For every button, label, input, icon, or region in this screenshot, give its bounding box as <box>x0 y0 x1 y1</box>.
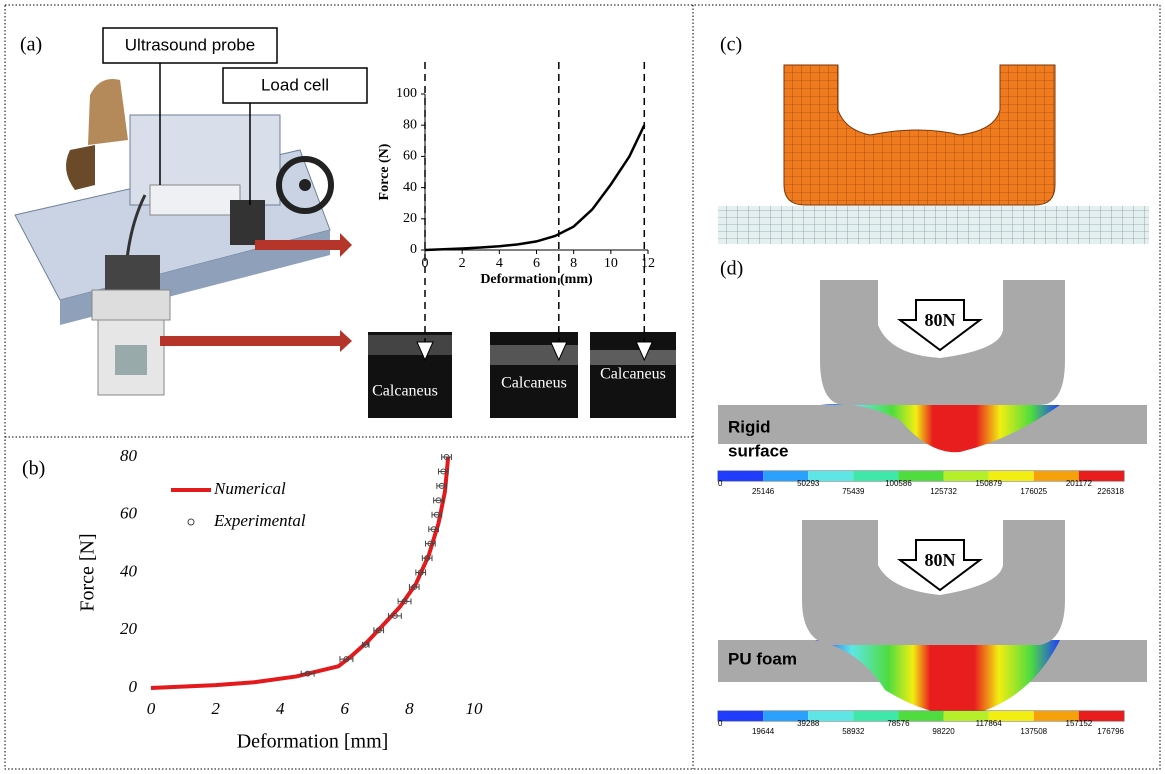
colorbar-label: 125732 <box>930 487 957 496</box>
image-label: Calcaneus <box>372 383 438 400</box>
x-tick-label: 6 <box>341 699 350 718</box>
image-label: Calcaneus <box>501 375 567 392</box>
legend-label: Numerical <box>213 479 286 498</box>
colorbar-segment <box>718 711 763 721</box>
colorbar-label: 25146 <box>752 487 775 496</box>
apparatus <box>15 79 352 395</box>
panel-label: (c) <box>720 34 742 56</box>
surface-label: surface <box>728 441 788 460</box>
x-axis-label: Deformation (mm) <box>480 272 593 287</box>
panel-label: (d) <box>720 258 743 280</box>
colorbar-label: 176025 <box>1020 487 1047 496</box>
x-tick-label: 2 <box>211 699 220 718</box>
x-tick-label: 4 <box>496 256 503 271</box>
y-axis-label: Force (N) <box>377 143 392 200</box>
panel-label: (b) <box>22 458 45 480</box>
colorbar-label: 98220 <box>932 727 955 736</box>
surface-label: PU foam <box>728 649 797 668</box>
colorbar-label: 150879 <box>975 479 1002 488</box>
colorbar-label: 226318 <box>1097 487 1124 496</box>
colorbar-label: 50293 <box>797 479 820 488</box>
legend-marker <box>188 519 194 525</box>
y-tick-label: 100 <box>396 86 417 101</box>
load-label: 80N <box>925 310 956 330</box>
surface-label: Rigid <box>728 417 771 436</box>
fe-mesh <box>718 65 1149 244</box>
colorbar-label: 117864 <box>976 719 1003 728</box>
panel-label: (a) <box>20 34 42 56</box>
legend-label: Experimental <box>213 511 306 530</box>
figure: (a) (b) (c) (d) Ultrasound probe Load ce… <box>0 0 1165 774</box>
colorbar-label: 39288 <box>797 719 820 728</box>
y-tick-label: 60 <box>403 149 417 164</box>
y-tick-label: 40 <box>403 180 417 195</box>
colorbar-label: 176796 <box>1097 727 1124 736</box>
colorbar-segment <box>718 471 763 481</box>
image-label: Calcaneus <box>600 366 666 383</box>
colorbar-label: 100586 <box>885 479 912 488</box>
callout: Load cell <box>261 75 329 94</box>
y-tick-label: 0 <box>410 242 417 257</box>
x-tick-label: 6 <box>533 256 540 271</box>
colorbar-label: 75439 <box>842 487 865 496</box>
colorbar-label: 78576 <box>887 719 910 728</box>
x-tick-label: 10 <box>604 256 618 271</box>
colorbar-label: 19644 <box>752 727 775 736</box>
x-tick-label: 12 <box>641 256 655 271</box>
colorbar-label: 0 <box>718 719 723 728</box>
data-line <box>425 125 644 250</box>
y-axis-label: Force [N] <box>77 533 99 611</box>
x-tick-label: 4 <box>276 699 285 718</box>
colorbar-label: 137508 <box>1020 727 1047 736</box>
x-tick-label: 2 <box>459 256 466 271</box>
load-label: 80N <box>925 550 956 570</box>
colorbar-label: 201172 <box>1066 479 1093 488</box>
colorbar-label: 157152 <box>1066 719 1093 728</box>
y-tick-label: 0 <box>129 677 138 696</box>
x-tick-label: 10 <box>466 699 484 718</box>
colorbar-label: 0 <box>718 479 723 488</box>
x-tick-label: 8 <box>405 699 414 718</box>
y-tick-label: 40 <box>120 561 138 580</box>
y-tick-label: 20 <box>403 211 417 226</box>
y-tick-label: 80 <box>120 446 138 465</box>
y-tick-label: 20 <box>120 619 138 638</box>
y-tick-label: 60 <box>120 504 138 523</box>
y-tick-label: 80 <box>403 117 417 132</box>
x-tick-label: 8 <box>570 256 577 271</box>
colorbar-label: 58932 <box>842 727 865 736</box>
x-tick-label: 0 <box>147 699 156 718</box>
callout: Ultrasound probe <box>125 35 255 54</box>
ultrasound-images: Calcaneus Calcaneus Calcaneus <box>368 332 676 418</box>
x-axis-label: Deformation [mm] <box>237 731 389 753</box>
